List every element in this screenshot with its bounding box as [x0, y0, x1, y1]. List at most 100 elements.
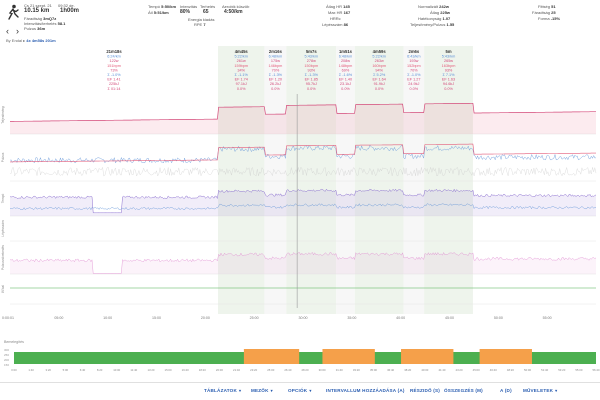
panel-axis-label: Pulzusnövekedés: [1, 245, 5, 270]
summary-button[interactable]: ÖSSZEGZÉS (M): [444, 388, 483, 393]
interval-stat-label: 2m6s: [408, 49, 419, 54]
form-value: -15%: [550, 16, 561, 21]
interval-stat-label: 94.6kJ: [443, 82, 454, 86]
x-axis-tick-label: 40:00: [396, 316, 405, 320]
strip-time-tick: 26:40: [284, 368, 291, 372]
interval-stat-label: 4m45s: [235, 49, 249, 54]
interval-stat-label: EF 1.85: [305, 78, 318, 82]
strip-time-tick: 43:20: [456, 368, 463, 372]
interval-stat-label: 151bpm: [107, 64, 121, 68]
interval-band: [218, 46, 265, 314]
strip-time-tick: 33:20: [353, 368, 360, 372]
interval-stat-label: Σ 5.2%: [373, 73, 386, 77]
avg-power-value: 225w: [440, 10, 451, 15]
pulse-value: 36m: [37, 26, 46, 31]
strip-time-tick: 6:40: [80, 368, 86, 372]
actions-menu-button[interactable]: MŰVELETEK ▾: [523, 388, 557, 393]
fatigue-stat-value: 25: [551, 10, 556, 15]
max-hr-label: Max HR: [328, 10, 343, 15]
x-axis-tick-label: 55:00: [543, 316, 552, 320]
efficiency-value: 1.07: [442, 16, 451, 21]
avg-hr-value: 145: [343, 4, 350, 9]
interval-stat-label: 26.2kJ: [270, 82, 281, 86]
interval-stat-label: 265w: [444, 59, 453, 63]
load-metric-value: 65: [203, 9, 209, 15]
x-axis-tick-label: 10:00: [103, 316, 112, 320]
interval-stat-label: 94%: [375, 68, 383, 72]
interval-stat-label: 0.0%: [307, 87, 316, 91]
toolbar-divider: [0, 382, 600, 383]
fatigue-stat-label: Fáradtság: [532, 10, 551, 15]
interval-stat-label: 5:22/km: [372, 55, 386, 59]
interval-stat-label: 21m18s: [106, 49, 122, 54]
runner-icon: [8, 4, 19, 20]
interval-stat-label: 148bpm: [339, 64, 353, 68]
interval-stat-label: 4m59s: [373, 49, 387, 54]
interval-stat-label: 278w: [307, 59, 316, 63]
next-activity-button[interactable]: ›: [16, 26, 19, 36]
tables-menu-label: TÁBLÁZATOK: [204, 388, 237, 393]
load-label: Intenzitás/terhelés: [24, 21, 57, 26]
x-axis-tick-label: 0:00:01: [2, 316, 14, 320]
interval-stat-label: 70%: [410, 68, 418, 72]
power-line-area: [10, 103, 596, 134]
panel-axis-label: Teljesítmény: [1, 106, 5, 124]
cadence-value: 86: [343, 22, 349, 27]
interval-stat-label: 5:22/km: [234, 55, 248, 59]
strip-time-tick: 40:00: [421, 368, 428, 372]
interval-stat-label: EF 1.40: [339, 78, 352, 82]
breadcrumb: By Endal ▸ 4x 4m58s 201m: [6, 38, 56, 43]
strip-time-tick: 48:20: [507, 368, 514, 372]
interval-stat-label: Σ -1.1%: [235, 73, 249, 77]
strip-time-tick: 38:20: [404, 368, 411, 372]
strip-time-tick: 20:00: [216, 368, 223, 372]
rpe-label: RPE: [194, 22, 203, 27]
strip-time-tick: 11:40: [130, 368, 137, 372]
strip-time-tick: 15:00: [165, 368, 172, 372]
interval-band: [264, 46, 287, 314]
interval-stat-label: 93%: [307, 68, 315, 72]
previous-activity-button[interactable]: ‹: [6, 26, 9, 36]
normalized-power-label: Normalizált: [418, 4, 439, 9]
activity-header: ‹ › Cs 21 szept. 21 09:32 de. 10.15 km 1…: [0, 0, 600, 46]
chevron-down-icon: ▾: [309, 388, 312, 393]
interval-stat-label: Σ -1.0%: [107, 73, 121, 77]
interval-stat-label: 193w: [409, 59, 418, 63]
fields-menu-button[interactable]: MEZŐK ▾: [251, 388, 273, 393]
strip-time-tick: 55:00: [575, 368, 582, 372]
breadcrumb-link[interactable]: 4x 4m58s 201m: [26, 38, 56, 43]
interval-stat-label: 0.0%: [375, 87, 384, 91]
strip-y-tick: 300: [4, 348, 9, 352]
strip-time-tick: 0:00: [11, 368, 17, 372]
interval-stat-label: 150bpm: [304, 64, 318, 68]
strip-time-tick: 13:20: [147, 368, 154, 372]
interval-stat-label: 97.1kJ: [236, 82, 247, 86]
options-menu-button[interactable]: OPCIÓK ▾: [288, 388, 312, 393]
strip-time-tick: 18:20: [199, 368, 206, 372]
strip-time-tick: 21:40: [233, 368, 240, 372]
intensity-value: 80%: [180, 9, 191, 15]
ai-button[interactable]: A (D): [500, 388, 512, 393]
x-axis-tick-label: 05:00: [54, 316, 63, 320]
interval-stat-label: Σ 7.1%: [442, 73, 455, 77]
interval-stat-label: 6:43/km: [407, 55, 421, 59]
normalized-power-value: 242w: [439, 4, 449, 9]
interval-stat-label: Σ -1.3%: [269, 73, 283, 77]
interval-stat-label: 163bpm: [442, 64, 456, 68]
split-button[interactable]: RÉSZIDŐ (S): [410, 388, 441, 393]
interval-stat-label: 70%: [272, 68, 280, 72]
interval-stat-label: 6:48/km: [269, 55, 283, 59]
load-metric-label: Terhelés: [200, 4, 216, 9]
tables-menu-button[interactable]: TÁBLÁZATOK ▾: [204, 388, 241, 393]
cadence-label: Lépésszám: [322, 22, 343, 27]
interval-stat-label: 146bpm: [269, 64, 283, 68]
interval-stat-label: EF 1.20: [269, 78, 282, 82]
interval-stat-label: 93%: [445, 68, 453, 72]
interval-stat-label: 95.7kJ: [306, 82, 317, 86]
activity-duration: 1h00m: [60, 8, 80, 14]
strip-time-tick: 25:00: [267, 368, 274, 372]
add-interval-button[interactable]: INTERVALLUM HOZZÁADÁSA (A): [326, 388, 405, 393]
power-line: [10, 102, 596, 122]
